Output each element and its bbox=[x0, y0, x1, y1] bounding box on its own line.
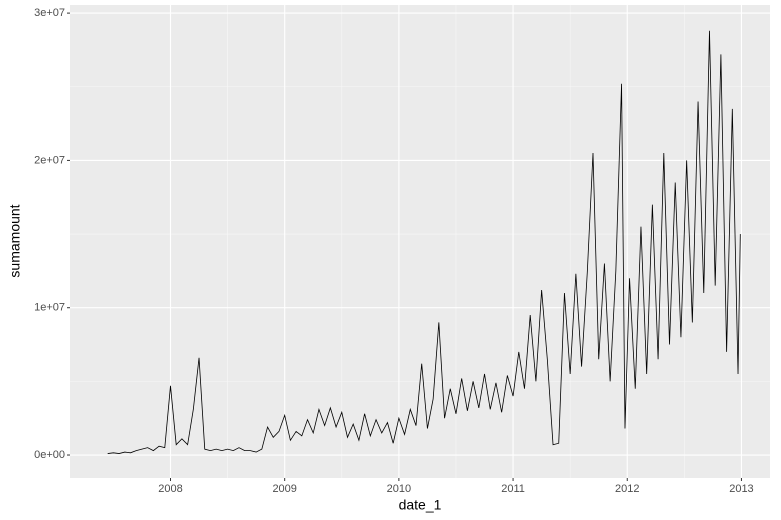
x-tick-label: 2011 bbox=[501, 483, 525, 495]
y-tick-label: 2e+07 bbox=[34, 154, 65, 166]
panel bbox=[70, 5, 770, 478]
x-tick-label: 2013 bbox=[729, 483, 753, 495]
x-tick-label: 2012 bbox=[615, 483, 639, 495]
y-tick-label: 0e+00 bbox=[34, 449, 65, 461]
x-axis-title: date_1 bbox=[399, 497, 442, 513]
data-line bbox=[107, 30, 741, 454]
x-tick-label: 2010 bbox=[387, 483, 411, 495]
y-tick-label: 3e+07 bbox=[34, 7, 65, 19]
x-tick-label: 2009 bbox=[272, 483, 296, 495]
y-axis-title: sumamount bbox=[7, 204, 23, 277]
x-tick-label: 2008 bbox=[158, 483, 182, 495]
y-tick-label: 1e+07 bbox=[34, 302, 65, 314]
